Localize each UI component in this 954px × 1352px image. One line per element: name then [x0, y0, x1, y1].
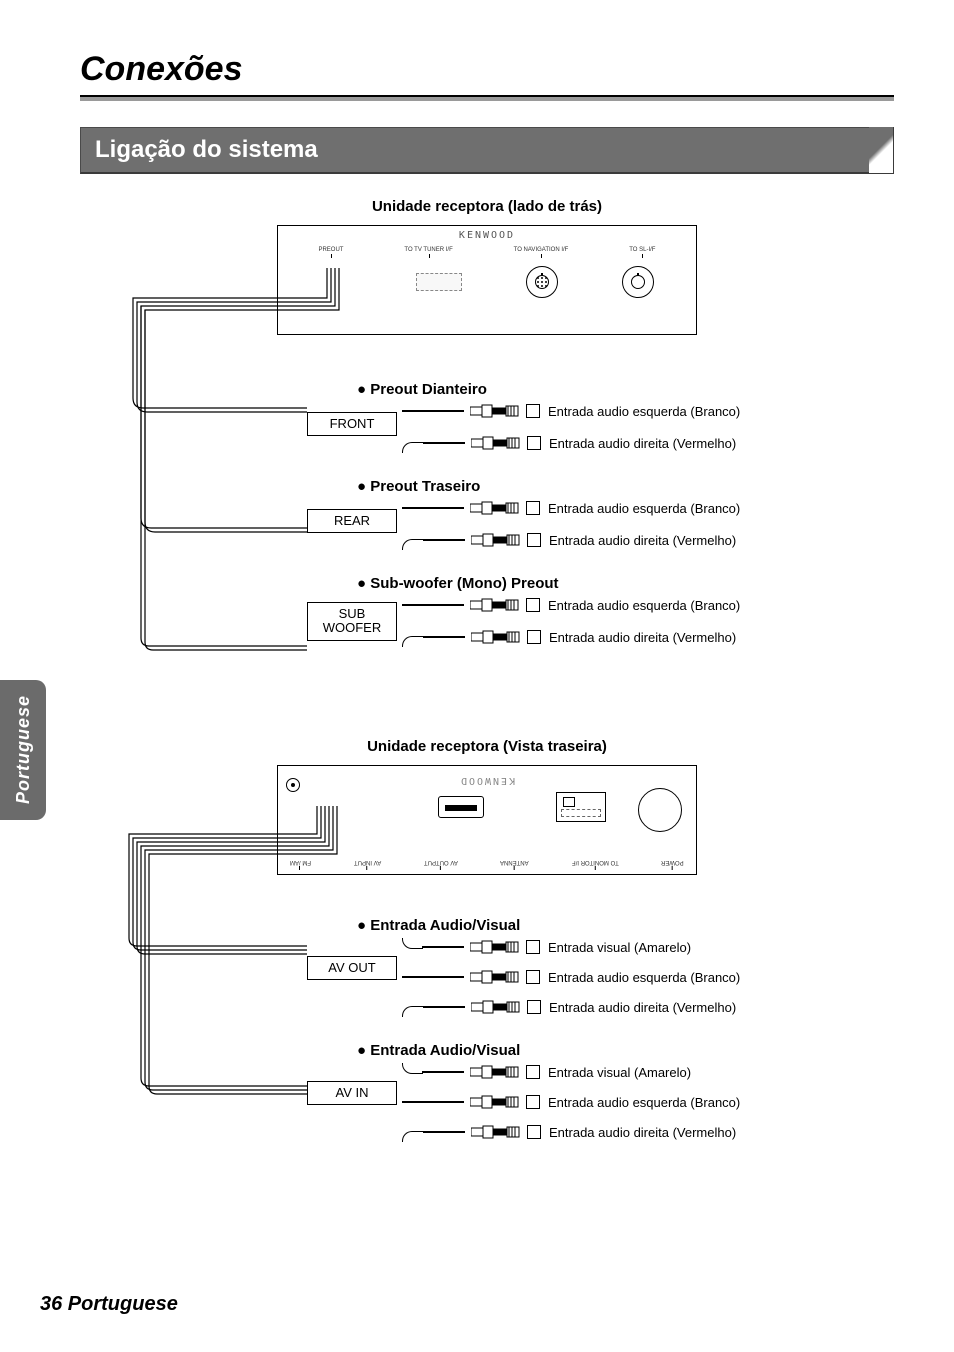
cable-desc: Entrada audio esquerda (Branco) [548, 598, 740, 613]
rca-icon [471, 998, 521, 1016]
plug-icon [527, 1125, 541, 1139]
rca-icon [471, 628, 521, 646]
round-port-icon [638, 788, 682, 832]
plug-icon [526, 501, 540, 515]
page: Portuguese Conexões Ligação do sistema U… [0, 0, 954, 1352]
rca-icon [470, 938, 520, 956]
plug-icon [527, 630, 541, 644]
monitor-port-icon [438, 796, 484, 818]
sidetab-label: Portuguese [13, 695, 34, 804]
cable-desc: Entrada visual (Amarelo) [548, 1065, 691, 1080]
diagram1-title: Unidade receptora (lado de trás) [97, 198, 877, 215]
page-footer: 36 Portuguese [40, 1293, 178, 1316]
plug-icon [526, 404, 540, 418]
group-heading: Entrada Audio/Visual [357, 1042, 877, 1059]
cable-group-rear: REAR Entrada audio esquerda (Branco) Ent… [307, 499, 877, 549]
connectors-row [278, 266, 696, 298]
rca-icon [470, 499, 520, 517]
group-heading: Preout Traseiro [357, 478, 877, 495]
cable-row: Entrada visual (Amarelo) [307, 1063, 877, 1081]
cable-box-label: REAR [307, 509, 397, 533]
port-label: AV OUTPUT [424, 859, 458, 870]
port-label: TO MONITOR I/F [572, 859, 619, 870]
cable-desc: Entrada audio esquerda (Branco) [548, 1095, 740, 1110]
port-label: POWER [661, 859, 684, 870]
cable-box-label: SUB WOOFER [307, 602, 397, 641]
connector-rect [416, 273, 462, 291]
cable-desc: Entrada audio esquerda (Branco) [548, 501, 740, 516]
plug-icon [526, 598, 540, 612]
rca-icon [471, 1123, 521, 1141]
port-labels-row: FM /AM AV INPUT AV OUTPUT ANTENNA TO MON… [278, 859, 696, 870]
plug-icon [527, 533, 541, 547]
cable-row: Entrada audio direita (Vermelho) [307, 434, 877, 452]
rca-icon [470, 1093, 520, 1111]
connector-din [622, 266, 654, 298]
cable-desc: Entrada audio esquerda (Branco) [548, 404, 740, 419]
plug-icon [527, 1000, 541, 1014]
plug-icon [526, 1095, 540, 1109]
rca-icon [471, 531, 521, 549]
cable-desc: Entrada audio esquerda (Branco) [548, 970, 740, 985]
rca-icon [470, 402, 520, 420]
plug-icon [526, 940, 540, 954]
brand-label: KENWOOD [278, 226, 696, 241]
cable-desc: Entrada audio direita (Vermelho) [549, 1000, 736, 1015]
cable-row: Entrada audio direita (Vermelho) [307, 998, 877, 1016]
port-label: PREOUT [318, 247, 343, 258]
brand-label: KENWOOD [278, 775, 696, 786]
language-sidetab: Portuguese [0, 680, 46, 820]
cable-desc: Entrada audio direita (Vermelho) [549, 630, 736, 645]
port-label: TO NAVIGATION I/F [514, 247, 569, 258]
diagram-receiver-back: Unidade receptora (lado de trás) KENWOOD… [97, 198, 877, 678]
cable-group-av-in: AV IN Entrada visual (Amarelo) Entrada a… [307, 1063, 877, 1141]
port-labels-row: PREOUT TO TV TUNER I/F TO NAVIGATION I/F… [278, 247, 696, 258]
cable-group-subwoofer: SUB WOOFER Entrada audio esquerda (Branc… [307, 596, 877, 646]
plug-icon [527, 436, 541, 450]
cable-box-label: AV IN [307, 1081, 397, 1105]
group-heading: Preout Dianteiro [357, 381, 877, 398]
cable-row: Entrada audio direita (Vermelho) [307, 1123, 877, 1141]
rca-icon [470, 968, 520, 986]
cable-group-front: FRONT Entrada audio esquerda (Branco) En… [307, 402, 877, 452]
cable-box-label: FRONT [307, 412, 397, 436]
cable-desc: Entrada audio direita (Vermelho) [549, 436, 736, 451]
plug-icon [526, 970, 540, 984]
port-label: FM /AM [290, 859, 311, 870]
cable-desc: Entrada audio direita (Vermelho) [549, 1125, 736, 1140]
receiver-unit-rear-view: KENWOOD FM /AM AV INPUT AV OUTPUT ANTENN… [277, 765, 697, 875]
section-heading: Ligação do sistema [80, 127, 894, 174]
group-heading: Sub-woofer (Mono) Preout [357, 575, 877, 592]
group-heading: Entrada Audio/Visual [357, 917, 877, 934]
port-label: ANTENNA [500, 859, 529, 870]
port-label: TO TV TUNER I/F [404, 247, 452, 258]
cable-row: Entrada audio direita (Vermelho) [307, 531, 877, 549]
plug-icon [526, 1065, 540, 1079]
receiver-unit-back: KENWOOD PREOUT TO TV TUNER I/F TO NAVIGA… [277, 225, 697, 335]
page-title: Conexões [80, 50, 894, 97]
rca-icon [470, 1063, 520, 1081]
diagram2-title: Unidade receptora (Vista traseira) [97, 738, 877, 755]
cable-row: Entrada visual (Amarelo) [307, 938, 877, 956]
cable-desc: Entrada audio direita (Vermelho) [549, 533, 736, 548]
cable-desc: Entrada visual (Amarelo) [548, 940, 691, 955]
diagram-receiver-rear-view: Unidade receptora (Vista traseira) KENWO… [97, 738, 877, 1198]
rca-icon [470, 596, 520, 614]
power-port-icon [556, 792, 606, 822]
rca-icon [471, 434, 521, 452]
antenna-port-icon [286, 778, 300, 792]
cable-group-av-out: AV OUT Entrada visual (Amarelo) Entrada … [307, 938, 877, 1016]
connector-din [526, 266, 558, 298]
cable-box-label: AV OUT [307, 956, 397, 980]
port-label: TO SL-I/F [629, 247, 655, 258]
port-label: AV INPUT [354, 859, 381, 870]
